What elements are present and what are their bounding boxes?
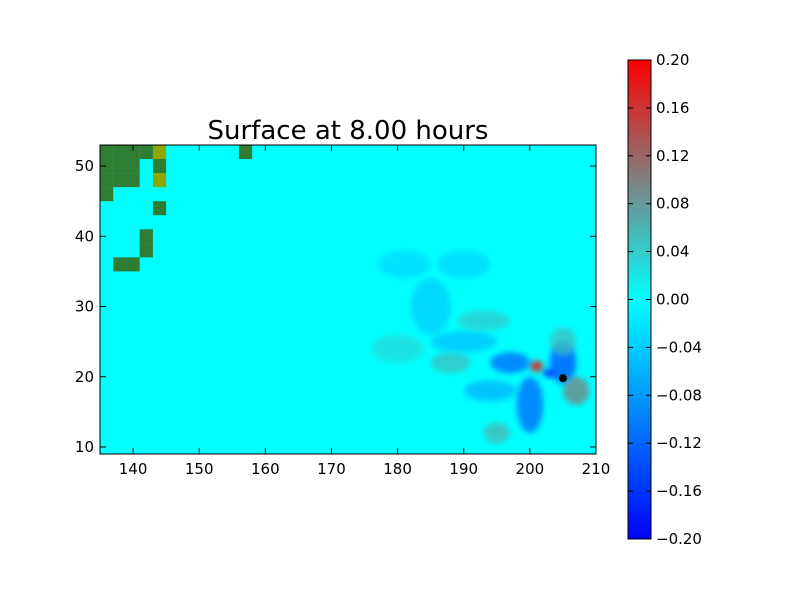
x-tick-label: 200 <box>516 460 545 478</box>
colorbar-tick-label: 0.20 <box>656 51 689 69</box>
colorbar-tick-label: −0.20 <box>656 530 702 548</box>
land-cell <box>126 257 140 272</box>
y-tick-label: 50 <box>75 157 94 175</box>
colorbar-tick-label: 0.16 <box>656 99 689 117</box>
y-tick-label: 30 <box>75 298 94 316</box>
land-cell <box>126 173 140 188</box>
wave-feature <box>562 376 590 405</box>
colorbar-tick-label: 0.12 <box>656 147 689 165</box>
y-tick-label: 20 <box>75 368 94 386</box>
land-cell <box>152 173 167 188</box>
land-cell <box>100 145 114 160</box>
land-cell <box>126 159 140 174</box>
wave-field <box>371 250 590 444</box>
y-axis: 10 20 30 40 50 <box>75 157 596 456</box>
land-cell <box>100 159 114 174</box>
marker-layer <box>558 374 567 383</box>
x-tick-label: 170 <box>317 460 346 478</box>
x-tick-label: 140 <box>119 460 148 478</box>
chart-title: Surface at 8.00 hours <box>208 116 489 146</box>
wave-feature <box>529 360 544 372</box>
y-tick-label: 40 <box>75 227 94 245</box>
land-cell <box>113 257 127 272</box>
x-tick-label: 180 <box>383 460 412 478</box>
land-cell <box>113 173 127 188</box>
land-cell <box>113 159 127 174</box>
land-cell <box>139 243 153 258</box>
x-tick-label: 160 <box>251 460 280 478</box>
wave-feature <box>410 278 451 335</box>
wave-feature <box>430 331 497 353</box>
land-cell <box>113 145 127 160</box>
land-cell <box>139 145 153 160</box>
plot-background <box>100 145 596 454</box>
land-cell <box>238 145 253 160</box>
plot-area: 140 150 160 170 180 190 200 210 10 20 30 40 50 <box>75 144 611 478</box>
land-cell <box>152 201 167 216</box>
plot-frame <box>99 144 597 455</box>
land-cell <box>152 145 167 160</box>
colorbar-tick-label: 0.04 <box>656 243 689 261</box>
colorbar-tick-label: −0.04 <box>656 338 702 356</box>
y-tick-label: 10 <box>75 438 94 456</box>
colorbar: 0.20 0.16 0.12 0.08 0.04 0.00 −0.04 −0.08 −0.12 −… <box>627 51 702 548</box>
land-cell <box>126 145 140 160</box>
colorbar-tick-label: 0.00 <box>656 291 689 309</box>
epicenter-marker <box>558 374 567 383</box>
land-cells <box>100 145 253 272</box>
wave-feature <box>549 327 577 356</box>
land-cell <box>100 173 114 188</box>
x-axis: 140 150 160 170 180 190 200 210 <box>119 145 611 478</box>
wave-feature <box>490 352 530 374</box>
wave-feature <box>516 376 544 433</box>
wave-feature <box>430 352 471 374</box>
land-cell <box>152 159 167 174</box>
colorbar-tick-label: 0.08 <box>656 195 689 213</box>
wave-feature <box>377 250 431 279</box>
x-tick-label: 190 <box>449 460 478 478</box>
wave-feature <box>437 250 491 279</box>
x-tick-label: 210 <box>582 460 611 478</box>
wave-feature <box>371 334 425 363</box>
colorbar-tick-label: −0.08 <box>656 386 702 404</box>
land-cell <box>100 187 114 202</box>
wave-feature <box>463 380 517 402</box>
wave-feature <box>457 310 511 332</box>
colorbar-ticks: 0.20 0.16 0.12 0.08 0.04 0.00 −0.04 −0.08 −0.12 −… <box>628 51 702 548</box>
land-cell <box>139 229 153 244</box>
colorbar-tick-label: −0.12 <box>656 434 702 452</box>
x-tick-label: 150 <box>185 460 214 478</box>
colorbar-tick-label: −0.16 <box>656 482 702 500</box>
wave-feature <box>483 422 511 444</box>
